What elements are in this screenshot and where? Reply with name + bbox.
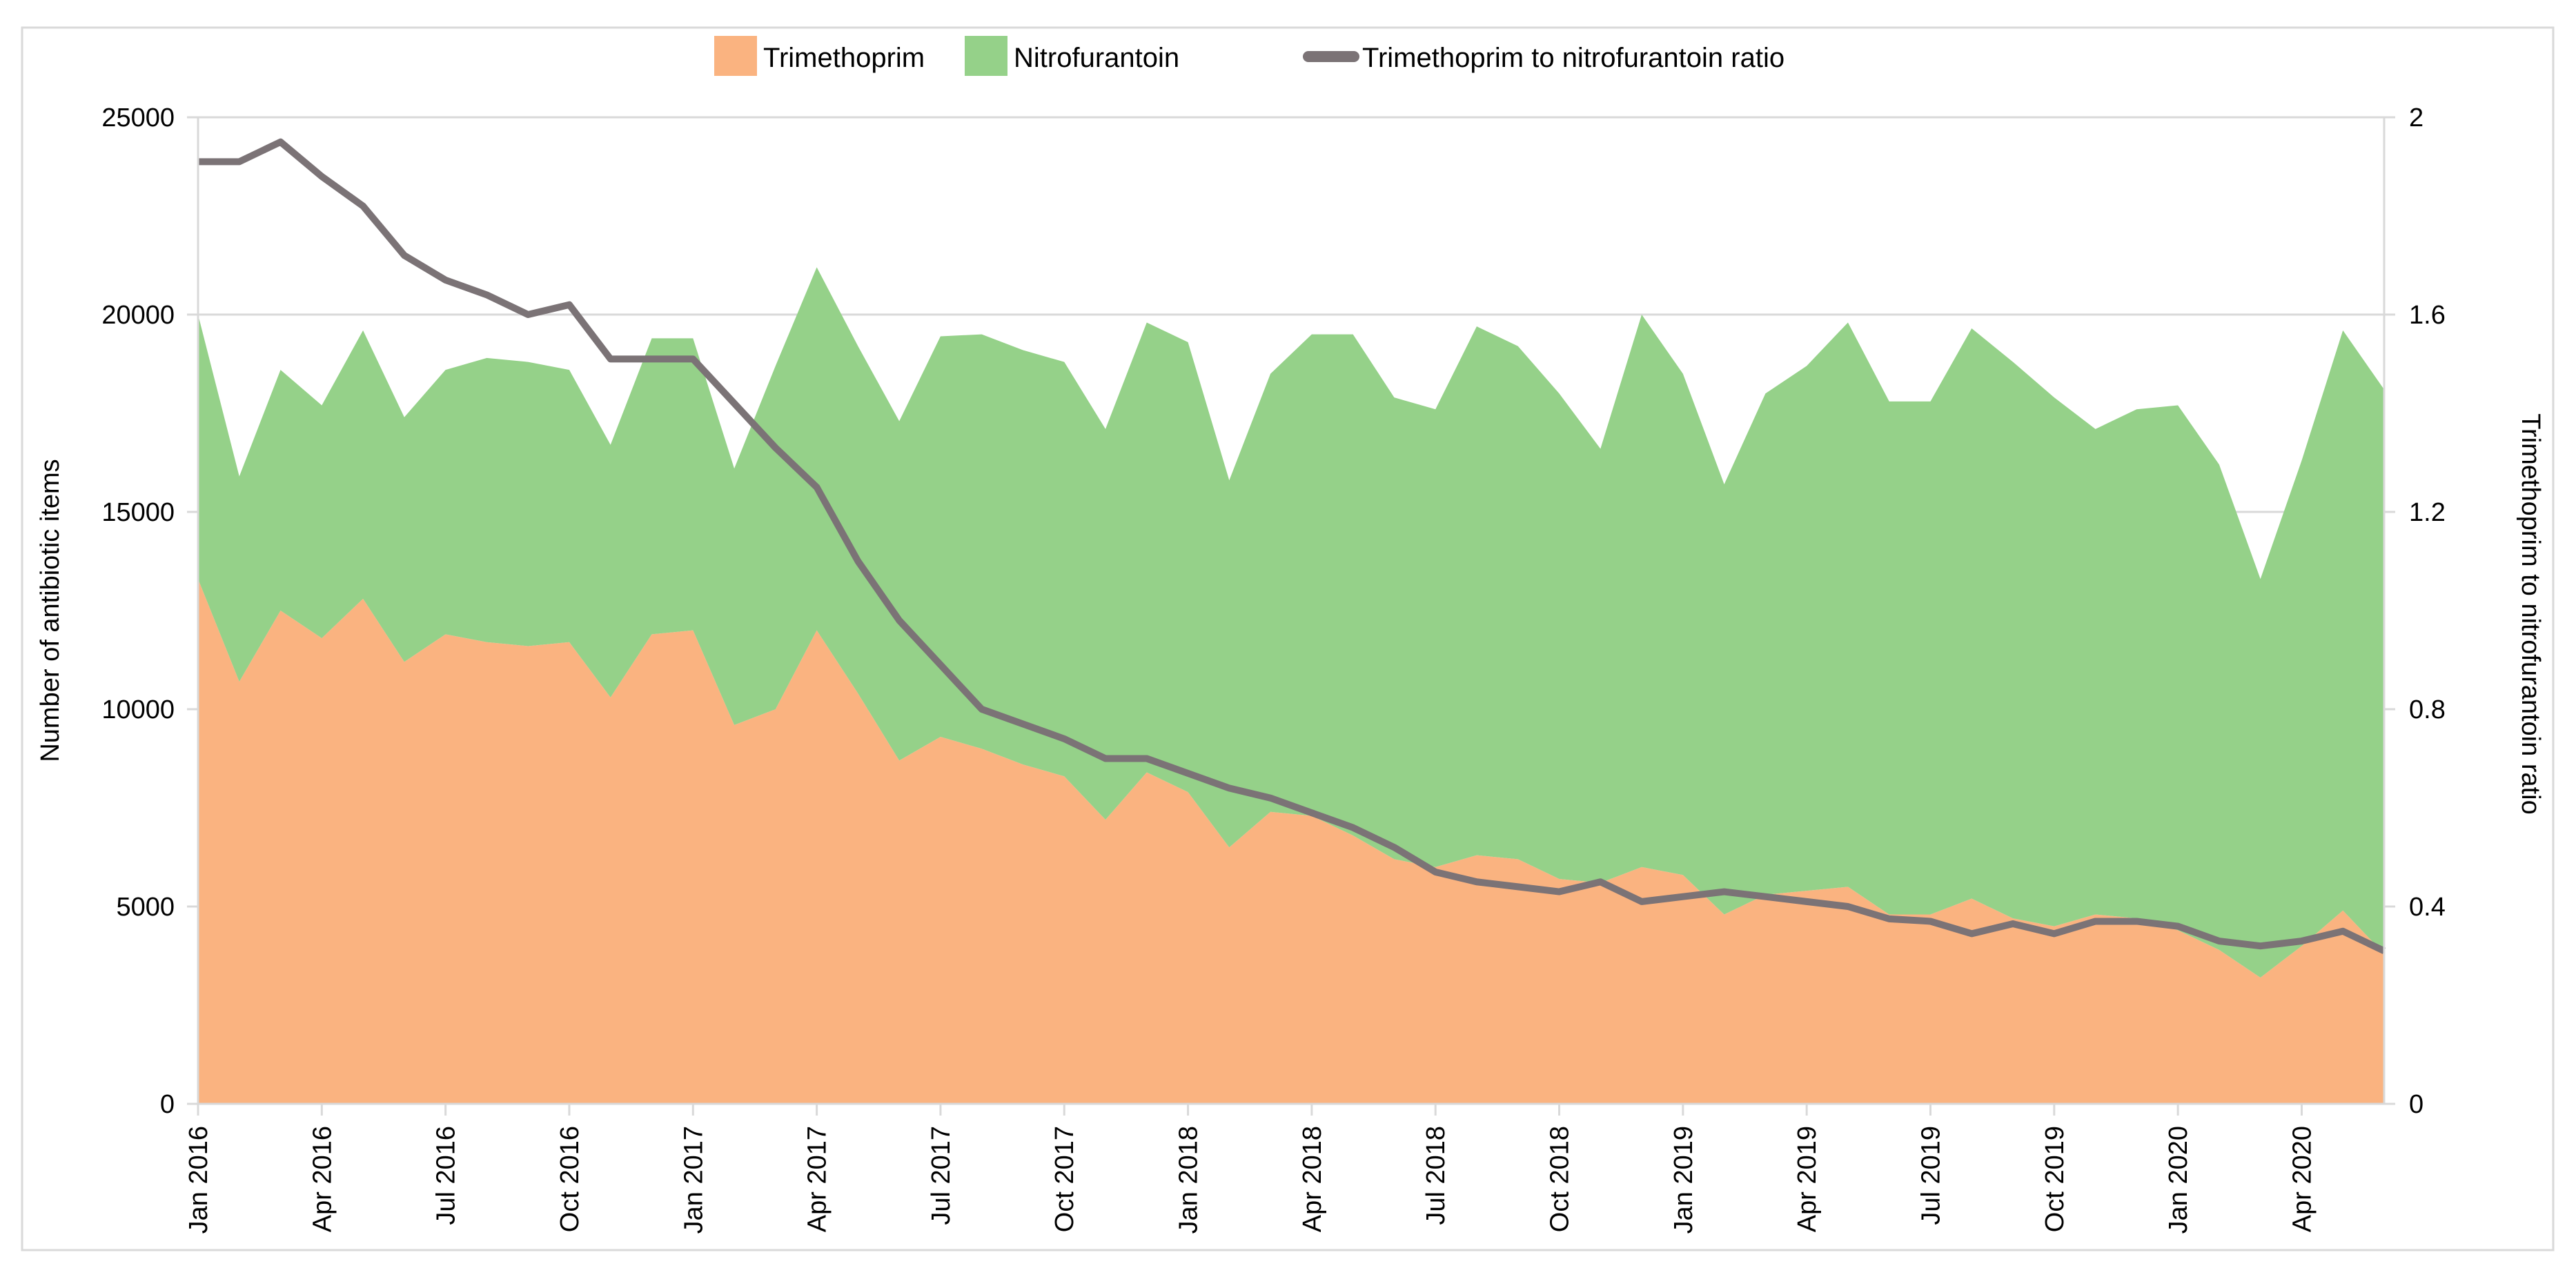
y-left-tick-label: 0	[160, 1090, 175, 1119]
x-tick-label: Apr 2019	[1793, 1126, 1822, 1232]
x-tick-label: Jul 2019	[1916, 1126, 1945, 1225]
y-left-tick-label: 15000	[101, 498, 175, 527]
trimethoprim-area	[198, 579, 2384, 1104]
x-tick-label: Jan 2020	[2164, 1126, 2193, 1234]
x-tick-label: Jul 2018	[1422, 1126, 1451, 1225]
legend-swatch-nitrofurantoin	[965, 36, 1007, 76]
x-tick-label: Jul 2016	[432, 1126, 461, 1225]
plot-series	[198, 138, 2386, 1104]
x-tick-label: Apr 2016	[308, 1126, 337, 1232]
x-tick-label: Oct 2016	[555, 1126, 584, 1232]
y-left-tick-label: 5000	[116, 893, 175, 922]
legend-label-nitrofurantoin: Nitrofurantoin	[1014, 43, 1179, 73]
x-tick-label: Jan 2016	[184, 1126, 213, 1234]
y-right-tick-label: 0.8	[2409, 695, 2446, 724]
legend-label-trimethoprim: Trimethoprim	[763, 43, 925, 73]
y-left-tick-label: 20000	[101, 301, 175, 330]
axis-tick-labels: 0 5000 10000 15000 20000 25000 0 0.4 0.8 1.2 1.6 2 J…	[101, 103, 2446, 1234]
legend-swatch-trimethoprim	[714, 36, 757, 76]
x-tick-label: Oct 2019	[2041, 1126, 2069, 1232]
y-right-tick-label: 1.6	[2409, 301, 2446, 330]
x-tick-label: Apr 2017	[803, 1126, 832, 1232]
y-axis-left-title: Number of antibiotic items	[36, 459, 65, 762]
y-right-tick-label: 0.4	[2409, 893, 2446, 922]
x-tick-label: Apr 2020	[2288, 1126, 2317, 1232]
y-axis-right-title: Trimethoprim to nitrofurantoin ratio	[2516, 413, 2545, 815]
x-tick-label: Jan 2019	[1669, 1126, 1698, 1234]
nitrofurantoin-area	[198, 267, 2384, 978]
legend-label-ratio: Trimethoprim to nitrofurantoin ratio	[1362, 43, 1784, 73]
axes	[187, 116, 2395, 1116]
y-left-tick-label: 10000	[101, 695, 175, 724]
y-right-tick-label: 1.2	[2409, 498, 2446, 527]
x-tick-label: Jan 2017	[679, 1126, 708, 1234]
x-tick-label: Oct 2017	[1050, 1126, 1079, 1232]
ratio-line	[198, 138, 2386, 954]
y-left-tick-label: 25000	[101, 103, 175, 132]
y-right-tick-label: 0	[2409, 1090, 2423, 1119]
x-tick-label: Jul 2017	[927, 1126, 956, 1225]
x-tick-label: Oct 2018	[1546, 1126, 1575, 1232]
x-tick-label: Jan 2018	[1174, 1126, 1203, 1234]
x-tick-label: Apr 2018	[1298, 1126, 1327, 1232]
figure-border	[21, 26, 2555, 1251]
y-right-tick-label: 2	[2409, 103, 2423, 132]
legend: Trimethoprim Nitrofurantoin Trimethoprim…	[714, 36, 1784, 76]
